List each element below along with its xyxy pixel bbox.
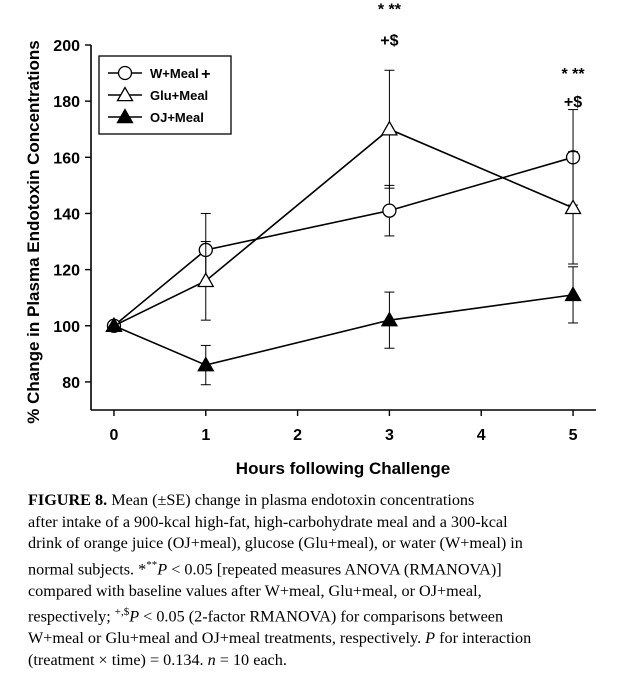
y-tick-label: 180 xyxy=(53,94,80,111)
x-tick-label: 1 xyxy=(201,427,210,444)
significance-annotation: +$ xyxy=(564,94,582,111)
x-tick-label: 4 xyxy=(477,427,486,444)
data-point xyxy=(197,272,215,288)
caption-text: W+meal or Glu+meal and OJ+meal treatment… xyxy=(28,629,426,648)
x-tick-label: 2 xyxy=(293,427,302,444)
legend-label: OJ+Meal xyxy=(150,110,204,125)
legend-label: Glu+Meal xyxy=(150,88,208,103)
caption-text: respectively; xyxy=(28,607,115,626)
y-tick-label: 80 xyxy=(62,375,80,392)
caption-superscript: +,$ xyxy=(114,606,130,619)
x-tick-label: 0 xyxy=(110,427,119,444)
figure-label: FIGURE 8. xyxy=(28,491,108,509)
caption-superscript: ** xyxy=(146,558,158,571)
legend-marker xyxy=(116,108,134,124)
significance-annotations: + * ** +$ * ** +$ xyxy=(201,2,585,112)
caption-line: (treatment × time) = 0.134. n = 10 each. xyxy=(28,650,606,672)
caption-italic: n xyxy=(207,650,216,669)
data-point xyxy=(564,199,582,215)
legend-label: W+Meal xyxy=(150,66,199,81)
y-tick-label: 120 xyxy=(53,263,80,280)
y-axis-title: % Change in Plasma Endotoxin Concentrati… xyxy=(24,40,43,424)
series-oj-meal xyxy=(105,266,582,386)
caption-line: drink of orange juice (OJ+meal), glucose… xyxy=(28,534,523,553)
series-w-meal xyxy=(106,109,581,333)
data-point xyxy=(380,120,399,136)
series-line xyxy=(113,128,574,327)
legend-marker xyxy=(116,86,134,102)
caption-line: compared with baseline values after W+me… xyxy=(28,581,482,600)
caption-text: Mean (±SE) change in plasma endotoxin co… xyxy=(111,491,475,509)
significance-annotation: +$ xyxy=(380,32,398,49)
significance-annotation: + xyxy=(201,66,210,83)
caption-text: normal subjects. * xyxy=(28,560,147,579)
significance-annotation: * ** xyxy=(378,2,402,19)
y-tick-label: 140 xyxy=(53,206,80,223)
y-tick-label: 100 xyxy=(53,319,80,336)
caption-line: FIGURE 8. Mean (±SE) change in plasma en… xyxy=(28,490,606,512)
data-point xyxy=(382,203,397,218)
y-tick-label: 160 xyxy=(53,150,80,167)
caption-text: (treatment × time) = 0.134. xyxy=(28,650,208,669)
x-tick-label: 5 xyxy=(569,427,578,444)
caption-italic: P xyxy=(129,607,140,626)
caption-text: < 0.05 (2-factor RMANOVA) for comparison… xyxy=(139,607,504,626)
caption-line: after intake of a 900-kcal high-fat, hig… xyxy=(28,512,508,531)
data-point xyxy=(197,356,215,372)
series-lines xyxy=(105,69,582,386)
caption-italic: P xyxy=(157,560,168,579)
caption-line: respectively; +,$P < 0.05 (2-factor RMAN… xyxy=(28,602,606,628)
x-tick-label: 3 xyxy=(385,427,394,444)
y-tick-label: 200 xyxy=(53,38,80,55)
caption-text: for interaction xyxy=(435,629,532,648)
data-point xyxy=(380,311,399,327)
caption-line: W+meal or Glu+meal and OJ+meal treatment… xyxy=(28,628,606,650)
legend-marker xyxy=(117,65,133,81)
caption-line: normal subjects. ***P < 0.05 [repeated m… xyxy=(28,555,606,581)
legend: W+Meal Glu+Meal OJ+Meal xyxy=(98,55,232,135)
caption-text: = 10 each. xyxy=(215,650,287,669)
significance-annotation: * ** xyxy=(561,66,585,83)
series-line xyxy=(113,294,574,366)
x-axis-title: Hours following Challenge xyxy=(236,459,450,478)
data-point xyxy=(105,316,123,333)
figure-caption: FIGURE 8. Mean (±SE) change in plasma en… xyxy=(28,490,606,672)
axes: 0 1 2 3 4 5 80 100 120 140 160 180 200 xyxy=(53,38,596,444)
endotoxin-line-chart: 0 1 2 3 4 5 80 100 120 140 160 180 200 W+Meal Glu+Mea… xyxy=(24,2,596,478)
series-line xyxy=(113,156,574,327)
data-point xyxy=(564,286,582,302)
caption-italic: P xyxy=(425,629,436,648)
caption-text: < 0.05 [repeated measures ANOVA (RMANOVA… xyxy=(167,560,502,579)
